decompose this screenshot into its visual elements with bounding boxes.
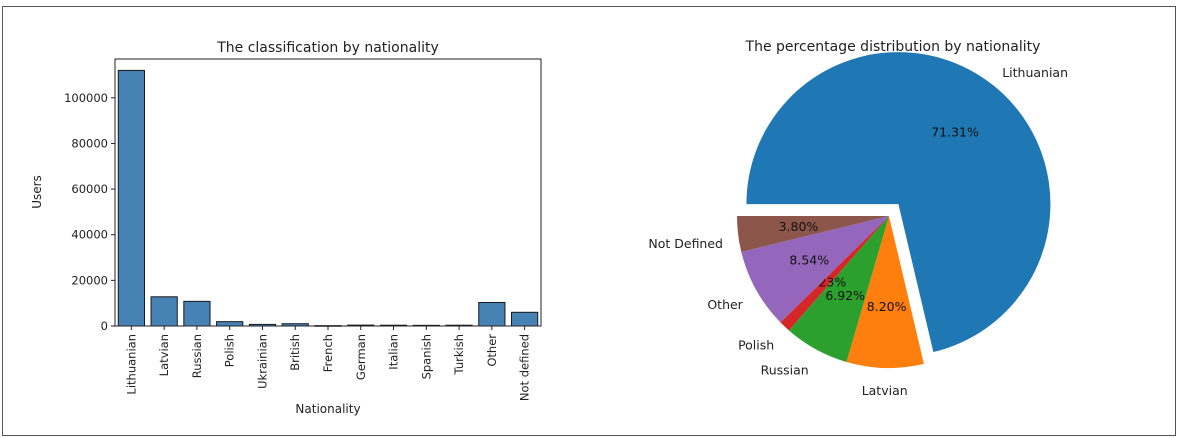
x-tick-label: Spanish	[419, 334, 433, 379]
pie-slice-latvian	[846, 216, 924, 368]
x-tick-label: Turkish	[452, 334, 466, 375]
y-tick-label: 20000	[71, 273, 108, 287]
y-tick-label: 40000	[71, 228, 108, 242]
x-tick-label: Ukrainian	[255, 334, 269, 389]
y-tick-label: 0	[101, 319, 108, 333]
x-tick-label: French	[321, 334, 335, 372]
y-tick-label: 80000	[71, 136, 108, 150]
x-tick-label: Italian	[387, 334, 401, 370]
pie-slice-not-defined	[737, 216, 889, 252]
pie-slice-other	[741, 216, 889, 323]
y-tick-label: 60000	[71, 182, 108, 196]
pie-pct-not-defined: 3.80%	[779, 219, 819, 234]
x-tick-label: Polish	[223, 334, 237, 367]
x-tick-label: Russian	[190, 334, 204, 378]
pie-pct-latvian: 8.20%	[867, 299, 907, 314]
pie-label-russian: Russian	[761, 363, 809, 378]
bar-latvian	[150, 296, 178, 327]
pie-slice-polish	[780, 216, 889, 331]
x-tick-label: Other	[485, 334, 499, 367]
pie-label-lithuanian: Lithuanian	[1002, 65, 1068, 80]
pie-label-latvian: Latvian	[862, 383, 908, 398]
bar-chart-ylabel: Users	[30, 175, 44, 209]
pie-label-polish: Polish	[738, 338, 774, 353]
x-tick-label: British	[288, 334, 302, 371]
pie-pct-russian: 6.92%	[825, 288, 865, 303]
y-tick-label: 100000	[64, 91, 108, 105]
x-tick-label: German	[354, 334, 368, 380]
pie-slice-russian	[788, 216, 889, 362]
x-tick-label: Latvian	[157, 334, 171, 376]
pie-slice-lithuanian	[746, 52, 1051, 353]
pie-label-not-defined: Not Defined	[648, 236, 723, 251]
pie-pct-lithuanian: 71.31%	[931, 125, 979, 140]
bar-chart-xlabel: Nationality	[295, 402, 360, 416]
x-tick-label: Not defined	[518, 334, 532, 401]
pie-label-other: Other	[707, 297, 743, 312]
x-tick-label: Lithuanian	[124, 334, 138, 395]
pie-chart-title: The percentage distribution by nationali…	[745, 39, 1041, 55]
pie-pct-other: 8.54%	[789, 252, 829, 267]
bar-russian	[183, 300, 211, 327]
bar-chart-title: The classification by nationality	[216, 40, 439, 56]
